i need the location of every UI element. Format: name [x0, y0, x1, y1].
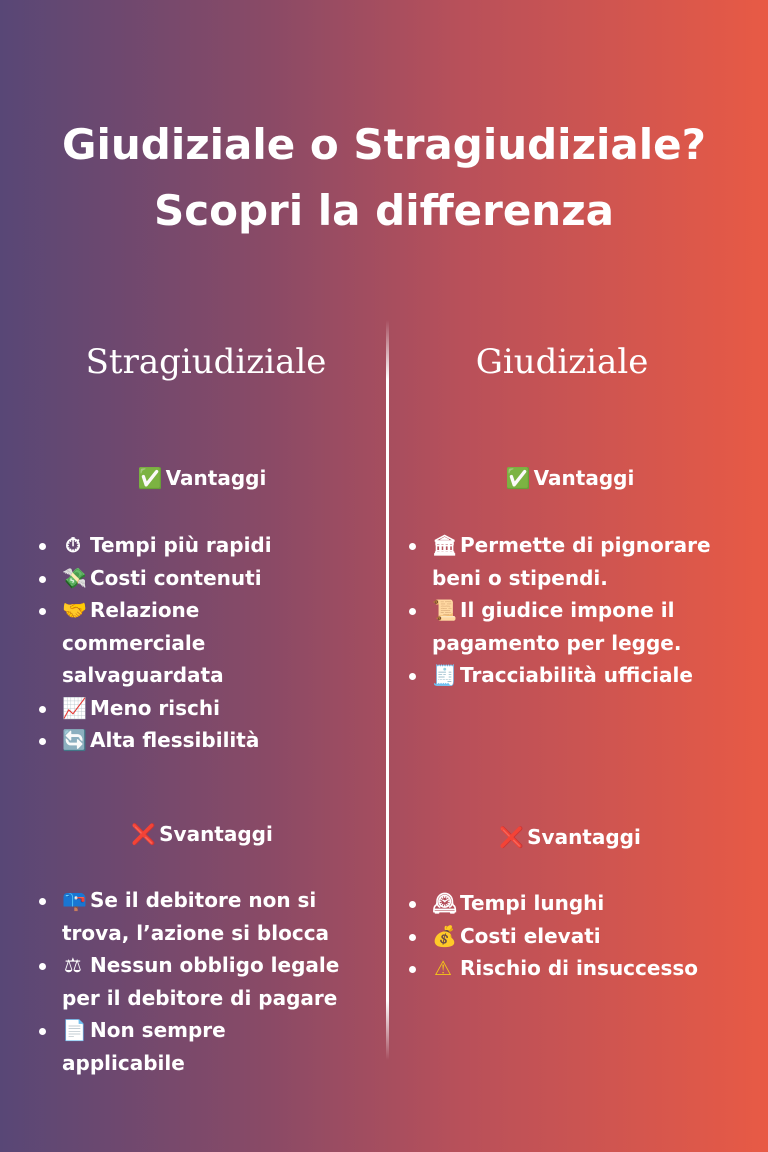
- left-cons-list: 📪 Se il debitore non si trova, l’azione s…: [36, 884, 376, 1079]
- mantelpiece-clock-icon: 🕰: [432, 891, 458, 915]
- item-text: Tempi più rapidi: [90, 533, 272, 557]
- right-column-heading: Giudiziale: [475, 342, 649, 382]
- left-pros-list: ⏱ Tempi più rapidi 💸 Costi contenuti 🤝 Rela…: [36, 529, 336, 757]
- item-text: Nessun obbligo legale per il debitore di…: [62, 953, 340, 1010]
- item-text: Costi elevati: [460, 923, 601, 948]
- list-item: 📄 Non sempre applicabile: [36, 1014, 282, 1079]
- list-item: 🤝 Relazione commerciale salvaguardata: [36, 594, 242, 692]
- left-pros-label: Vantaggi: [165, 466, 267, 490]
- page-title: Giudiziale o Stragiudiziale? Scopri la d…: [0, 112, 768, 244]
- left-cons-label: Svantaggi: [159, 822, 273, 846]
- column-divider: [386, 320, 389, 1060]
- item-text: Se il debitore non si trova, l’azione si…: [62, 888, 330, 945]
- item-text: Rischio di insuccesso: [460, 956, 699, 980]
- list-item: 🏛 Permette di pignorare beni o stipendi.: [406, 529, 746, 594]
- check-mark-icon: ✅: [137, 466, 163, 490]
- money-bag-icon: 💰: [432, 923, 457, 948]
- warning-icon: ⚠: [434, 956, 452, 980]
- list-item: 💸 Costi contenuti: [36, 562, 336, 595]
- item-text: Il giudice impone il pagamento per legge…: [432, 598, 682, 655]
- list-item: 📜 Il giudice impone il pagamento per legg…: [406, 594, 732, 659]
- item-text: Alta flessibilità: [90, 728, 260, 752]
- check-mark-icon: ✅: [505, 466, 531, 490]
- document-icon: 📄: [62, 1018, 87, 1042]
- receipt-icon: 🧾: [432, 663, 457, 687]
- title-line-1: Giudiziale o Stragiudiziale?: [61, 120, 707, 169]
- item-text: Tracciabilità ufficiale: [460, 663, 693, 687]
- right-cons-label: Svantaggi: [527, 825, 641, 849]
- item-text: Non sempre applicabile: [62, 1018, 226, 1075]
- right-pros-list: 🏛 Permette di pignorare beni o stipendi. …: [406, 529, 746, 692]
- right-pros-label: Vantaggi: [533, 466, 635, 490]
- left-pros-heading: ✅ Vantaggi: [32, 466, 372, 490]
- mailbox-icon: 📪: [62, 888, 87, 912]
- item-text: Meno rischi: [90, 695, 220, 720]
- cross-mark-icon: ❌: [131, 822, 157, 846]
- classical-building-icon: 🏛: [432, 533, 458, 557]
- cross-mark-icon: ❌: [499, 825, 525, 849]
- list-item: ⚖ Nessun obbligo legale per il debitore d…: [36, 949, 376, 1014]
- right-pros-heading: ✅ Vantaggi: [400, 466, 740, 490]
- list-item: 📈 Meno rischi: [36, 692, 336, 725]
- list-item: 🕰 Tempi lunghi: [406, 887, 746, 920]
- balance-scale-icon: ⚖: [64, 953, 82, 977]
- list-item: 💰 Costi elevati: [406, 920, 746, 953]
- chart-increasing-icon: 📈: [62, 695, 87, 720]
- item-text: Relazione commerciale salvaguardata: [62, 598, 224, 687]
- list-item: 🔄 Alta flessibilità: [36, 724, 336, 757]
- right-cons-heading: ❌ Svantaggi: [400, 825, 740, 849]
- stopwatch-icon: ⏱: [65, 533, 81, 557]
- handshake-icon: 🤝: [62, 598, 87, 622]
- list-item: 📪 Se il debitore non si trova, l’azione s…: [36, 884, 376, 949]
- item-text: Costi contenuti: [90, 565, 262, 590]
- left-column-heading: Stragiudiziale: [85, 342, 327, 382]
- item-text: Tempi lunghi: [460, 891, 605, 915]
- scroll-icon: 📜: [432, 598, 457, 622]
- title-line-2: Scopri la differenza: [153, 186, 614, 235]
- list-item: ⏱ Tempi più rapidi: [36, 529, 336, 562]
- list-item: 🧾 Tracciabilità ufficiale: [406, 659, 746, 692]
- right-cons-list: 🕰 Tempi lunghi 💰 Costi elevati ⚠ Rischio di…: [406, 887, 746, 985]
- arrows-cycle-icon: 🔄: [62, 728, 87, 752]
- item-text: Permette di pignorare beni o stipendi.: [432, 533, 711, 590]
- list-item: ⚠ Rischio di insuccesso: [406, 952, 746, 985]
- left-cons-heading: ❌ Svantaggi: [32, 822, 372, 846]
- money-with-wings-icon: 💸: [62, 565, 87, 590]
